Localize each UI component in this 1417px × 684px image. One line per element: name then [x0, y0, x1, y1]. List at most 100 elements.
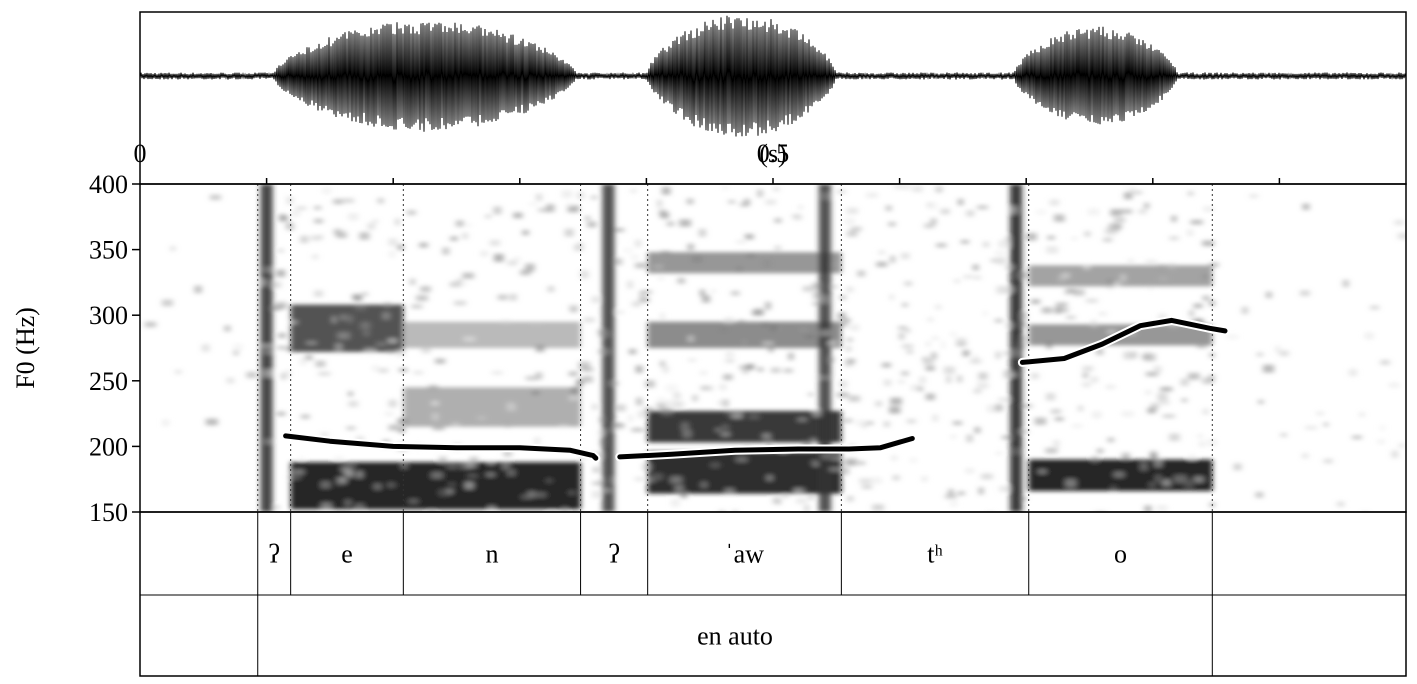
- spectral-speckle: [722, 424, 728, 431]
- spectral-speckle: [1157, 392, 1168, 401]
- spectral-speckle: [977, 205, 988, 210]
- spectral-speckle: [958, 491, 965, 496]
- spectral-speckle: [170, 246, 175, 251]
- burst-band: [602, 184, 615, 512]
- spectral-speckle: [1123, 184, 1128, 189]
- spectral-speckle: [314, 206, 322, 210]
- spectral-speckle: [1026, 233, 1037, 241]
- spectral-speckle: [1110, 209, 1122, 216]
- spectral-speckle: [830, 285, 838, 289]
- spectral-speckle: [974, 275, 981, 280]
- spectral-speckle: [996, 257, 1006, 265]
- spectral-speckle: [661, 407, 673, 415]
- spectral-speckle: [1207, 438, 1217, 447]
- spectral-speckle: [387, 482, 395, 487]
- spectral-speckle: [1057, 217, 1065, 222]
- spectral-speckle: [386, 349, 396, 354]
- spectral-speckle: [948, 489, 954, 496]
- spectral-speckle: [910, 384, 922, 391]
- spectral-speckle: [597, 477, 602, 485]
- spectral-speckle: [1130, 187, 1135, 196]
- spectral-speckle: [1057, 275, 1066, 282]
- spectral-speckle: [205, 418, 218, 426]
- spectral-speckle: [1158, 276, 1169, 282]
- spectral-speckle: [935, 186, 943, 193]
- spectral-speckle: [906, 419, 916, 424]
- spectral-speckle: [1144, 505, 1152, 512]
- spectral-speckle: [1249, 194, 1258, 198]
- spectral-speckle: [1209, 300, 1215, 307]
- spectral-speckle: [839, 295, 846, 300]
- spectral-speckle: [376, 342, 386, 347]
- spectral-speckle: [837, 321, 848, 327]
- spectral-speckle: [768, 346, 774, 353]
- spectral-speckle: [943, 366, 955, 375]
- spectral-speckle: [656, 254, 668, 262]
- spectral-speckle: [1105, 384, 1116, 390]
- spectral-speckle: [962, 350, 970, 357]
- spectral-speckle: [632, 301, 641, 307]
- spectral-speckle: [348, 315, 353, 323]
- spectral-speckle: [1065, 479, 1076, 487]
- spectral-speckle: [587, 221, 597, 228]
- spectral-speckle: [194, 285, 202, 294]
- spectral-speckle: [493, 253, 504, 262]
- spectral-speckle: [469, 457, 479, 461]
- spectral-speckle: [401, 463, 407, 469]
- spectral-speckle: [667, 221, 674, 227]
- spectral-speckle: [421, 346, 431, 354]
- spectral-speckle: [1323, 458, 1333, 464]
- spectral-speckle: [521, 495, 533, 499]
- spectral-speckle: [281, 372, 287, 380]
- spectral-speckle: [792, 214, 801, 218]
- spectral-speckle: [1263, 364, 1275, 373]
- spectral-speckle: [1209, 262, 1219, 267]
- spectral-speckle: [262, 344, 271, 348]
- spectral-speckle: [940, 208, 950, 215]
- spectral-speckle: [876, 261, 888, 267]
- spectral-speckle: [1021, 496, 1027, 501]
- spectral-speckle: [1323, 422, 1329, 427]
- spectral-speckle: [882, 362, 891, 368]
- spectral-speckle: [1017, 429, 1029, 434]
- spectral-speckle: [312, 254, 319, 260]
- spectral-speckle: [687, 335, 694, 343]
- spectral-speckle: [288, 475, 301, 479]
- spectral-speckle: [673, 401, 684, 408]
- spectral-speckle: [660, 312, 665, 321]
- spectral-speckle: [374, 483, 381, 490]
- spectral-speckle: [953, 421, 962, 425]
- spectral-speckle: [846, 207, 859, 215]
- spectral-speckle: [919, 376, 926, 384]
- spectral-speckle: [718, 399, 727, 406]
- spectral-speckle: [497, 294, 508, 301]
- spectral-speckle: [356, 471, 363, 478]
- spectral-speckle: [848, 395, 860, 402]
- spectral-speckle: [432, 412, 439, 421]
- spectral-speckle: [812, 302, 818, 306]
- spectral-speckle: [845, 458, 858, 466]
- spectral-speckle: [584, 317, 595, 323]
- spectral-speckle: [635, 262, 647, 269]
- spectral-speckle: [642, 463, 651, 471]
- spectral-speckle: [744, 234, 754, 240]
- spectral-speckle: [447, 489, 453, 494]
- tier-label: ˈaw: [725, 540, 764, 569]
- spectrogram-panel: 150 200 250 300 350 400 0 0.5(s) F0 (Hz): [11, 139, 1407, 527]
- spectral-speckle: [739, 365, 752, 370]
- spectral-speckle: [306, 341, 317, 345]
- tier-label: ʔ: [268, 540, 280, 569]
- spectral-speckle: [435, 358, 446, 364]
- spectral-speckle: [1157, 264, 1167, 271]
- spectral-speckle: [847, 337, 853, 342]
- spectral-speckle: [641, 290, 652, 294]
- spectral-speckle: [1380, 360, 1390, 365]
- spectral-speckle: [630, 189, 637, 193]
- spectral-speckle: [450, 236, 458, 241]
- spectral-speckle: [321, 481, 330, 488]
- spectral-speckle: [363, 330, 370, 336]
- spectral-speckle: [578, 361, 591, 370]
- spectral-speckle: [428, 510, 436, 512]
- spectral-speckle: [837, 392, 849, 398]
- spectral-speckle: [341, 466, 351, 473]
